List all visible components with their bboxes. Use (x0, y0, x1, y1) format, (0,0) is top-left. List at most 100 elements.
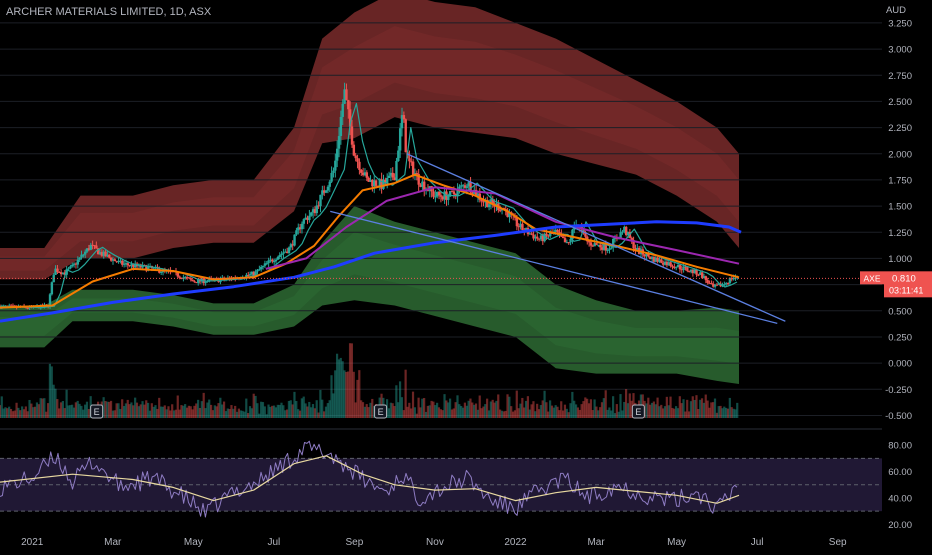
candle-body (458, 186, 461, 189)
rsi-pane[interactable] (0, 440, 882, 518)
volume-bar (115, 403, 118, 418)
volume-bar (421, 398, 424, 418)
candle-body (695, 269, 698, 275)
candle-body (56, 268, 59, 272)
price-badge-symbol-box (860, 271, 884, 285)
volume-bar (545, 402, 548, 418)
volume-bar (469, 398, 472, 418)
volume-bar (491, 399, 494, 418)
candle-body (350, 126, 354, 145)
volume-bar (19, 410, 22, 418)
volume-bar (628, 393, 631, 418)
volume-bar (324, 406, 328, 418)
volume-bar (404, 369, 407, 418)
candle-body (378, 179, 381, 187)
volume-bar (141, 401, 144, 418)
candle-body (460, 185, 463, 187)
volume-bar (563, 404, 567, 418)
candle-body (448, 191, 452, 197)
candle-body (85, 248, 89, 252)
price-badge-value: 0.810 (892, 273, 916, 284)
volume-bar (736, 402, 739, 418)
volume-bar (28, 399, 31, 418)
candle-body (621, 231, 624, 233)
candle-body (306, 217, 309, 221)
rsi-y-tick-label: 60.00 (888, 467, 912, 478)
volume-bar (482, 406, 485, 418)
volume-bar (511, 411, 515, 418)
candle-body (519, 223, 522, 228)
candle-body (159, 271, 163, 273)
candle-body (367, 177, 370, 182)
earnings-marker[interactable]: E (90, 404, 104, 419)
candle-body (491, 199, 494, 204)
volume-bar (206, 402, 209, 418)
volume-bar (361, 402, 365, 418)
candle-body (571, 229, 574, 240)
volume-bar (706, 400, 709, 418)
chart-title: ARCHER MATERIALS LIMITED, 1D, ASX (6, 6, 212, 18)
volume-bar (725, 407, 728, 418)
candle-body (537, 238, 541, 240)
earnings-marker[interactable]: E (631, 404, 645, 419)
candle-body (352, 144, 356, 156)
candle-body (536, 236, 539, 239)
candle-body (317, 205, 320, 207)
volume-bar (224, 411, 228, 418)
volume-bar (678, 396, 681, 418)
trendline-2[interactable] (406, 153, 786, 322)
candle-body (450, 191, 454, 193)
candle-body (134, 263, 137, 268)
candle-body (345, 89, 348, 100)
candle-body (567, 242, 570, 244)
volume-bar (600, 402, 604, 418)
candle-body (334, 160, 337, 171)
candle-body (482, 201, 485, 203)
volume-bar (222, 401, 226, 418)
volume-bar (471, 402, 474, 418)
candle-body (176, 271, 180, 277)
volume-bar (389, 402, 392, 418)
volume-bar (702, 402, 705, 418)
volume-bar (11, 411, 14, 418)
volume-bar (369, 402, 372, 418)
candle-body (447, 196, 450, 200)
volume-bar (580, 404, 583, 418)
candle-body (124, 263, 128, 265)
volume-bar (612, 396, 615, 418)
volume-bar (461, 407, 465, 418)
volume-bar (132, 405, 135, 418)
candle-body (687, 270, 691, 272)
earnings-marker[interactable]: E (374, 404, 388, 419)
candle-body (443, 191, 446, 200)
volume-bar (669, 396, 672, 418)
candle-body (411, 161, 415, 176)
volume-bar (687, 411, 691, 418)
volume-bar (415, 413, 418, 418)
volatility-bands (0, 0, 739, 384)
x-tick-label: May (667, 537, 686, 548)
trendlines[interactable] (0, 153, 882, 324)
candle-body (369, 179, 372, 182)
rsi-ma-line (0, 455, 740, 504)
trendline-1[interactable] (330, 210, 778, 324)
candle-body (258, 269, 261, 271)
volume-bar (300, 398, 303, 418)
candle-body (78, 257, 81, 260)
candle-body (693, 269, 696, 274)
volume-bar (193, 405, 196, 418)
volume-bar (71, 404, 74, 418)
candle-body (699, 272, 702, 275)
volume-bar (576, 407, 580, 418)
volume-bar (232, 408, 235, 418)
candle-body (289, 244, 293, 248)
candle-body (619, 232, 622, 239)
candle-body (423, 181, 426, 191)
volume-bar (169, 410, 172, 418)
volume-bar (417, 397, 420, 418)
candle-body (374, 180, 378, 186)
volume-bar (712, 402, 715, 418)
candle-body (558, 232, 561, 234)
